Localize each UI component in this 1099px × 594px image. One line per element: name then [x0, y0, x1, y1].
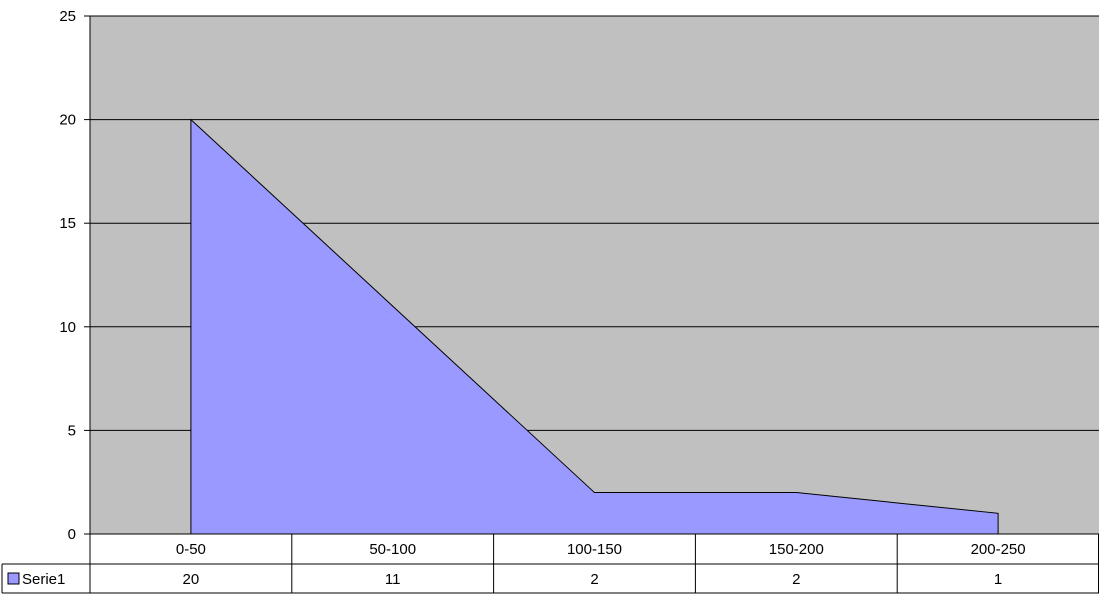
x-category-label: 150-200: [769, 541, 824, 558]
x-category-label: 100-150: [567, 541, 622, 558]
data-label: 20: [183, 571, 200, 588]
x-category-label: 50-100: [369, 541, 416, 558]
data-label: 2: [590, 571, 598, 588]
data-label: 1: [994, 571, 1002, 588]
y-tick-label: 0: [68, 526, 76, 543]
y-tick-label: 5: [68, 422, 76, 439]
x-category-label: 200-250: [971, 541, 1026, 558]
y-tick-label: 20: [59, 112, 76, 129]
y-tick-label: 25: [59, 8, 76, 25]
data-table: 0-50 50-100 100-150 150-200 200-250 20 11 2 2 1 Se…: [1, 533, 1099, 594]
y-tick-label: 15: [59, 215, 76, 232]
legend-label-serie1: Serie1: [22, 571, 65, 588]
y-tick-label: 10: [59, 319, 76, 336]
legend-swatch-serie1: [7, 572, 20, 585]
y-axis: 0 5 10 15 20 25: [59, 8, 91, 543]
series-area-serie1: [190, 118, 999, 535]
data-label: 2: [792, 571, 800, 588]
data-label: 11: [385, 571, 401, 588]
x-category-label: 0-50: [176, 541, 206, 558]
